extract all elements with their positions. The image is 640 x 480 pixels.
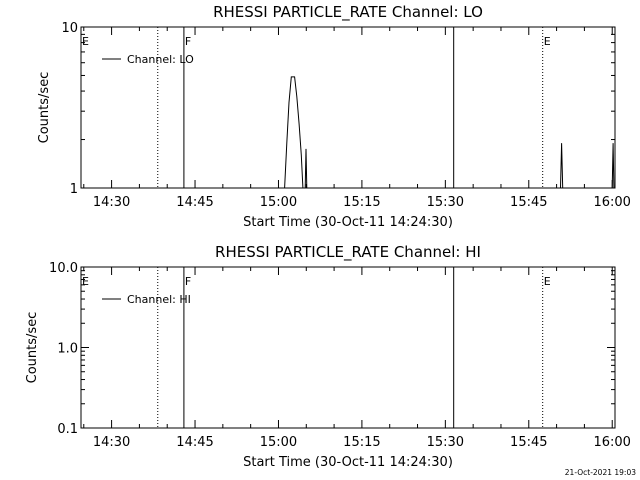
event-marker-label: F	[185, 35, 191, 48]
y-tick-label: 0.1	[57, 422, 78, 437]
chart-title: RHESSI PARTICLE_RATE Channel: LO	[213, 3, 483, 22]
x-tick-label: 15:45	[510, 435, 547, 450]
y-axis-label: Counts/sec	[37, 72, 52, 144]
x-tick-label: 16:00	[593, 195, 630, 210]
chart-title: RHESSI PARTICLE_RATE Channel: HI	[215, 243, 481, 262]
plot-frame	[80, 266, 616, 429]
legend-label: Channel: HI	[127, 293, 191, 306]
data-series-line	[284, 76, 304, 189]
x-tick-label: 15:30	[427, 195, 464, 210]
y-tick-label: 1	[70, 182, 78, 197]
x-tick-label: 14:30	[93, 435, 130, 450]
x-tick-label: 16:00	[593, 435, 630, 450]
generation-timestamp: 21-Oct-2021 19:03	[565, 468, 636, 477]
event-marker-label: E	[544, 35, 551, 48]
y-tick-label: 10	[61, 21, 78, 36]
y-tick-label: 1.0	[57, 342, 78, 357]
x-axis-label: Start Time (30-Oct-11 14:24:30)	[243, 455, 453, 470]
event-marker-label: E	[544, 275, 551, 288]
x-tick-label: 14:45	[176, 195, 213, 210]
event-marker-label: E	[82, 275, 89, 288]
data-series-line	[304, 148, 308, 189]
x-axis-label: Start Time (30-Oct-11 14:24:30)	[243, 215, 453, 230]
x-tick-label: 14:30	[93, 195, 130, 210]
x-tick-label: 15:15	[343, 195, 380, 210]
x-tick-label: 15:45	[510, 195, 547, 210]
x-tick-label: 15:00	[260, 435, 297, 450]
x-tick-label: 15:30	[427, 435, 464, 450]
plot-frame	[80, 26, 616, 189]
event-marker-label: F	[185, 275, 191, 288]
hi-channel-plot: RHESSI PARTICLE_RATE Channel: HI 14:30 14:…	[25, 243, 631, 470]
legend-label: Channel: LO	[127, 53, 194, 66]
x-tick-label: 14:45	[176, 435, 213, 450]
data-series-line	[611, 143, 615, 189]
x-tick-label: 15:00	[260, 195, 297, 210]
lo-channel-plot: RHESSI PARTICLE_RATE Channel: LO 14:30 14:…	[37, 3, 631, 230]
y-axis-label: Counts/sec	[25, 312, 40, 384]
x-tick-label: 15:15	[343, 435, 380, 450]
event-marker-label: E	[82, 35, 89, 48]
data-series-line	[560, 143, 564, 189]
y-tick-label: 10.0	[49, 261, 78, 276]
